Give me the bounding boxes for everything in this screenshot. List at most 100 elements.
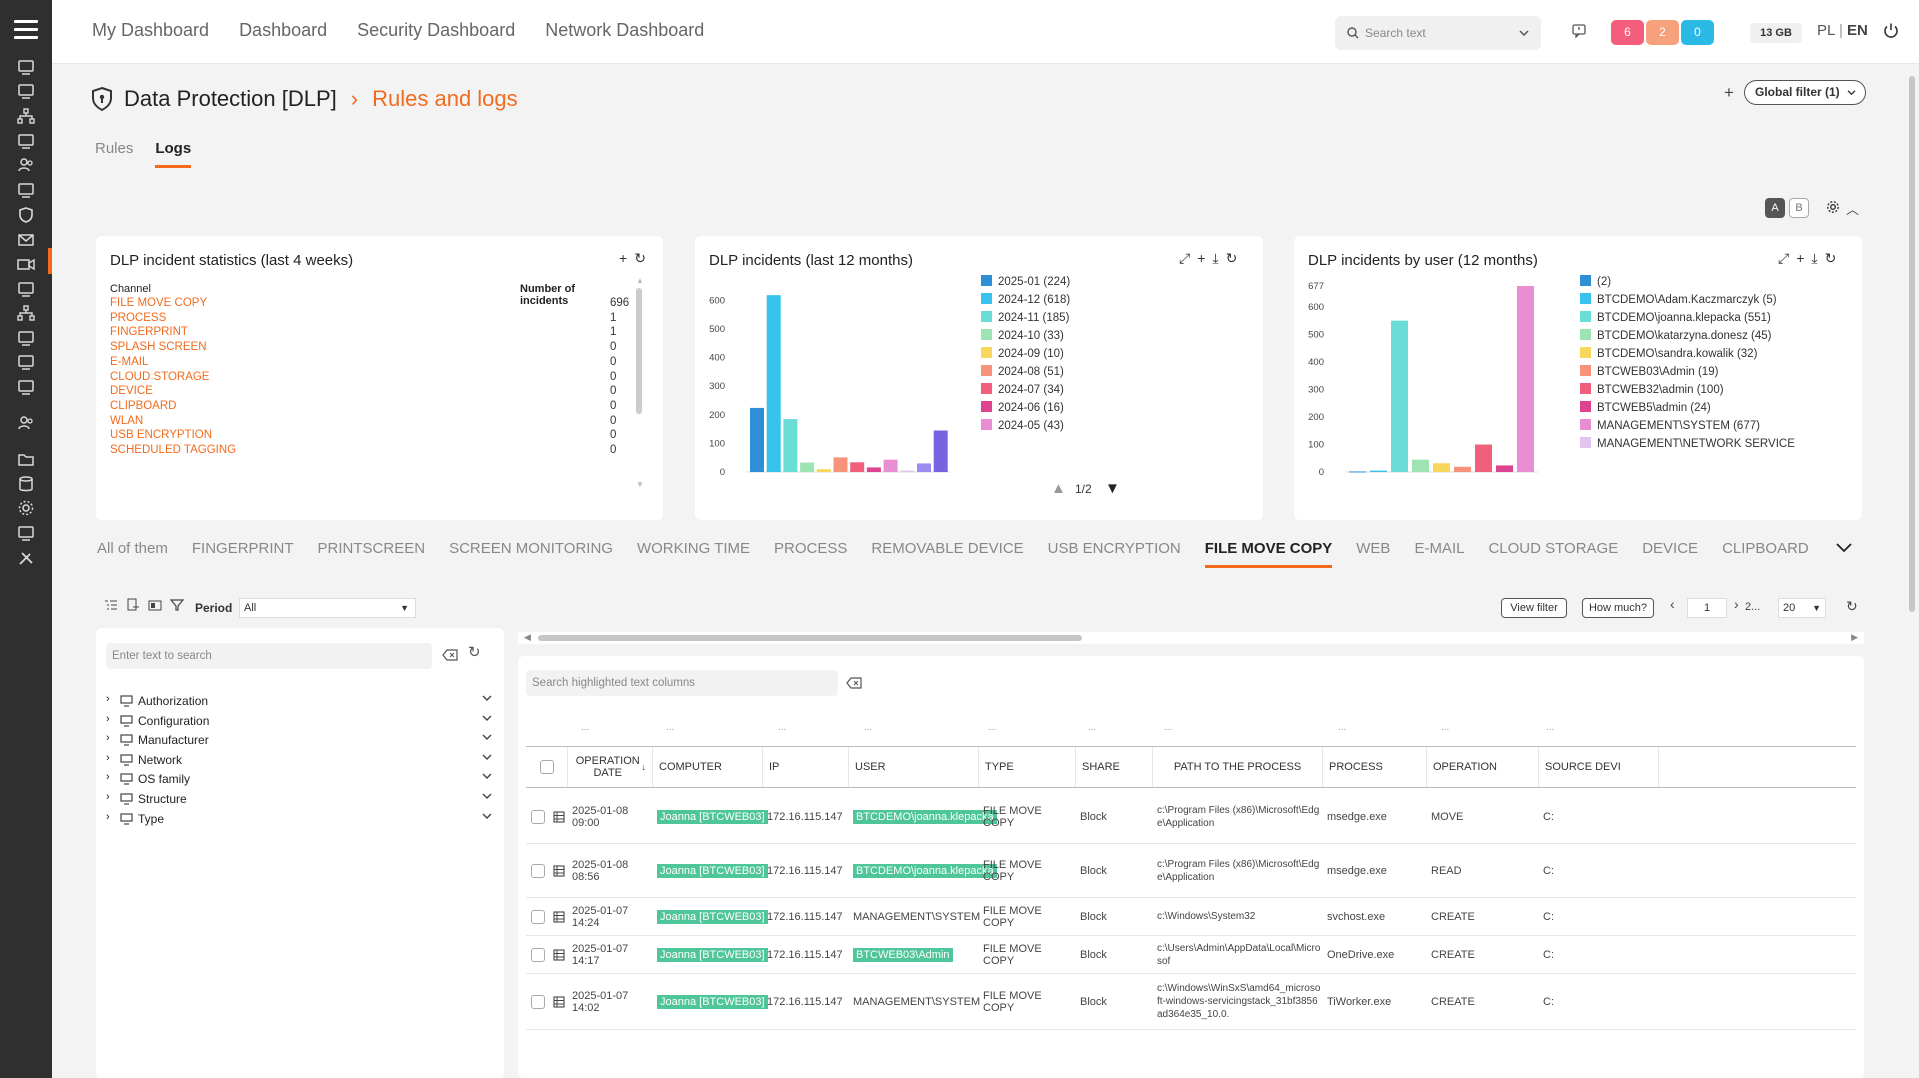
chevron-down-icon[interactable] [1519, 29, 1529, 37]
column-filter-dots[interactable]: ... [1338, 722, 1347, 733]
layout-b-button[interactable]: B [1789, 198, 1809, 218]
bar[interactable] [1517, 286, 1534, 472]
bar[interactable] [1475, 444, 1492, 472]
expand-caret-icon[interactable]: › [106, 810, 110, 823]
user-tag[interactable]: BTCDEMO\joanna.klepacka [853, 863, 997, 878]
filter-tree-item[interactable]: › Configuration [106, 712, 492, 730]
hamburger-menu-icon[interactable] [14, 20, 38, 39]
camera-icon[interactable] [16, 255, 36, 273]
category-tab[interactable]: SCREEN MONITORING [449, 540, 613, 557]
how-much-button[interactable]: How much? [1582, 598, 1654, 618]
legend-item[interactable]: 2024-10 (33) [981, 329, 1064, 342]
column-header[interactable]: SHARE [1076, 747, 1153, 787]
table-row[interactable]: 2025-01-08 08:56 Joanna [BTCWEB03] 172.16.… [526, 844, 1856, 898]
category-tab[interactable]: PROCESS [774, 540, 848, 557]
chevron-down-icon[interactable] [482, 713, 492, 725]
sitemap-icon[interactable] [16, 304, 36, 322]
bar[interactable] [750, 407, 764, 472]
table-row[interactable]: 2025-01-07 14:17 Joanna [BTCWEB03] 172.16.… [526, 936, 1856, 974]
computer-tag[interactable]: Joanna [BTCWEB03] [657, 863, 768, 878]
period-select[interactable]: All ▼ [239, 598, 416, 618]
chevron-down-icon[interactable] [482, 752, 492, 764]
bar[interactable] [1412, 459, 1429, 472]
download-icon[interactable]: ⤓ [1811, 250, 1818, 266]
add-filter-icon[interactable]: + [1724, 83, 1734, 102]
desktop-icon[interactable] [16, 132, 36, 150]
bar[interactable] [766, 295, 781, 472]
dashboard-icon[interactable] [16, 280, 36, 298]
scroll-left-icon[interactable]: ◀ [524, 632, 531, 642]
sort-desc-icon[interactable]: ↓ [641, 762, 647, 772]
category-tab[interactable]: All of them [97, 540, 168, 557]
bar[interactable] [900, 470, 915, 472]
stats-channel-link[interactable]: USB ENCRYPTION [110, 429, 213, 442]
tab-rules[interactable]: Rules [95, 140, 134, 157]
column-filter-dots[interactable]: ... [988, 722, 997, 733]
more-pages[interactable]: 2... [1745, 601, 1761, 613]
helpdesk-icon[interactable] [16, 353, 36, 371]
filter-tree-item[interactable]: › Authorization [106, 693, 492, 710]
refresh-icon[interactable]: ↻ [634, 250, 646, 266]
alert-counter-warning[interactable]: 2 [1646, 20, 1679, 45]
stats-channel-link[interactable]: PROCESS [110, 311, 167, 324]
bar[interactable] [783, 419, 798, 472]
scrollbar-thumb[interactable] [538, 635, 1082, 641]
bar[interactable] [1391, 320, 1408, 472]
top-nav-security-dashboard[interactable]: Security Dashboard [357, 20, 516, 40]
folder-icon[interactable] [16, 450, 36, 468]
column-filter-dots[interactable]: ... [1441, 722, 1450, 733]
filter-tree-item[interactable]: › Structure [106, 791, 492, 808]
details-icon[interactable] [553, 995, 565, 1008]
legend-item[interactable]: 2024-11 (185) [981, 311, 1069, 324]
expand-caret-icon[interactable]: › [106, 771, 110, 784]
legend-item[interactable]: BTCDEMO\katarzyna.donesz (45) [1580, 329, 1771, 342]
settings-icon[interactable] [16, 499, 36, 517]
computer-tag[interactable]: Joanna [BTCWEB03] [657, 909, 768, 924]
column-header[interactable]: OPERATION DATE ↓ [568, 747, 653, 787]
chevron-down-icon[interactable] [482, 811, 492, 823]
lang-pl[interactable]: PL [1817, 22, 1835, 39]
license-icon[interactable] [16, 524, 36, 542]
filter-tree-item[interactable]: › Manufacturer [106, 732, 492, 749]
refresh-icon[interactable]: ↻ [1824, 250, 1837, 266]
prev-page-icon[interactable]: ‹ [1670, 596, 1675, 612]
horizontal-scrollbar[interactable]: ◀ ▶ [518, 632, 1864, 644]
legend-item[interactable]: 2024-08 (51) [981, 365, 1064, 378]
rows-per-page-select[interactable]: 20 ▼ [1778, 598, 1826, 618]
reports-icon[interactable] [16, 181, 36, 199]
expand-caret-icon[interactable]: › [106, 712, 110, 725]
bar[interactable] [1349, 471, 1366, 473]
table-row[interactable]: 2025-01-08 09:00 Joanna [BTCWEB03] 172.16.… [526, 790, 1856, 844]
top-nav-network-dashboard[interactable]: Network Dashboard [545, 20, 705, 40]
expand-caret-icon[interactable]: › [106, 732, 110, 745]
refresh-icon[interactable]: ↻ [1225, 250, 1238, 266]
clipboard-icon[interactable] [16, 329, 36, 347]
scroll-up-icon[interactable]: ▲ [636, 276, 644, 285]
shield-icon[interactable] [16, 206, 36, 224]
legend-next-icon[interactable]: ▼ [1105, 480, 1120, 497]
stats-channel-link[interactable]: FILE MOVE COPY [110, 297, 208, 309]
legend-item[interactable]: (2) [1580, 275, 1611, 288]
legend-item[interactable]: 2024-09 (10) [981, 347, 1064, 360]
legend-item[interactable]: BTCDEMO\joanna.klepacka (551) [1580, 311, 1771, 324]
category-tab[interactable]: FINGERPRINT [191, 540, 294, 557]
refresh-icon[interactable]: ↻ [1846, 598, 1858, 614]
monitor-icon[interactable] [16, 58, 36, 76]
legend-item[interactable]: BTCWEB5\admin (24) [1580, 401, 1711, 414]
column-header[interactable]: PROCESS [1323, 747, 1427, 787]
tools-icon[interactable] [16, 549, 36, 567]
category-tab[interactable]: USB ENCRYPTION [1047, 540, 1181, 557]
details-icon[interactable] [553, 910, 565, 923]
global-search-input[interactable]: Search text [1335, 16, 1541, 50]
details-icon[interactable] [553, 810, 565, 823]
computer-tag[interactable]: Joanna [BTCWEB03] [657, 994, 768, 1009]
bar[interactable] [933, 430, 948, 472]
bar[interactable] [1370, 470, 1387, 472]
gear-icon[interactable] [1826, 200, 1842, 216]
column-filter-dots[interactable]: ... [1546, 722, 1555, 733]
columns-icon[interactable] [148, 598, 162, 612]
alert-counter-info[interactable]: 0 [1681, 20, 1714, 45]
column-header[interactable]: COMPUTER [653, 747, 763, 787]
next-page-icon[interactable]: › [1734, 596, 1739, 612]
column-header[interactable]: IP [763, 747, 849, 787]
